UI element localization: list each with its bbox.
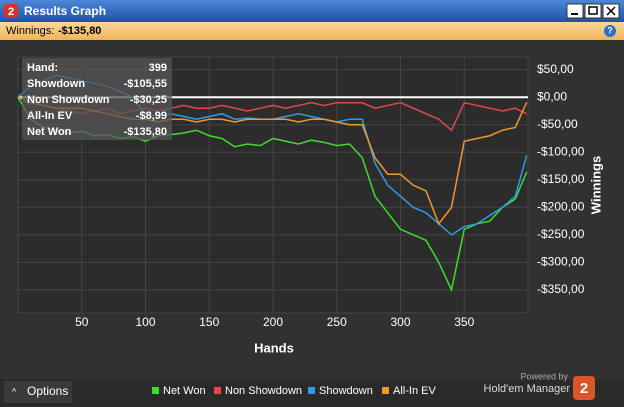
help-icon: ?	[607, 25, 613, 35]
legend-label: Showdown	[319, 385, 373, 397]
toolbar	[0, 22, 624, 40]
x-tick-label: 350	[454, 315, 474, 329]
y-tick-label: -$200,00	[537, 199, 585, 213]
app-icon	[4, 4, 18, 18]
tooltip: Hand: 399 Showdown -$105,55 Non Showdown -$30…	[22, 58, 172, 140]
y-tick-label: -$100,00	[537, 144, 585, 158]
x-tick-label: 50	[75, 315, 89, 329]
y-tick-label: $50,00	[537, 62, 574, 76]
options-caret: ^	[12, 386, 17, 396]
toolbar-value: -$135,80	[58, 25, 101, 37]
tooltip-value: -$105,55	[124, 78, 167, 90]
tooltip-label: Net Won	[27, 126, 72, 138]
maximize-button[interactable]	[584, 3, 602, 19]
brand-name: Hold'em Manager	[484, 383, 571, 395]
x-axis-label: Hands	[254, 340, 294, 355]
y-tick-label: $0,00	[537, 89, 567, 103]
legend-swatch	[152, 387, 159, 394]
window-buttons	[566, 3, 620, 19]
tooltip-label: All-In EV	[27, 110, 73, 122]
y-tick-label: -$50,00	[537, 117, 578, 131]
legend-swatch	[382, 387, 389, 394]
app-icon-text: 2	[8, 6, 14, 18]
minimize-button[interactable]	[566, 3, 584, 19]
options-label: Options	[27, 384, 68, 398]
toolbar-label: Winnings:	[6, 25, 54, 37]
x-tick-label: 100	[135, 315, 155, 329]
x-tick-label: 300	[390, 315, 410, 329]
x-tick-label: 200	[263, 315, 283, 329]
legend: Net Won Non Showdown Showdown All-In EV	[152, 385, 436, 397]
tooltip-value: 399	[149, 62, 167, 74]
y-axis-label: Winnings	[588, 156, 603, 214]
tooltip-label: Hand:	[27, 62, 58, 74]
brand-logo-text: 2	[580, 380, 588, 397]
tooltip-value: -$8,99	[136, 110, 167, 122]
legend-label: Non Showdown	[225, 385, 302, 397]
x-tick-label: 150	[199, 315, 219, 329]
icon	[606, 6, 616, 16]
brand-logo	[573, 376, 595, 400]
y-tick-label: -$300,00	[537, 255, 585, 269]
tooltip-label: Showdown	[27, 78, 85, 90]
tooltip-label: Non Showdown	[27, 94, 110, 106]
help-button[interactable]	[604, 25, 616, 37]
window-title: Results Graph	[24, 4, 106, 18]
tooltip-value: -$30,25	[130, 94, 167, 106]
y-tick-label: -$350,00	[537, 282, 585, 296]
title-bar	[0, 0, 624, 22]
x-tick-label: 250	[327, 315, 347, 329]
icon	[588, 6, 598, 15]
options-button[interactable]	[4, 381, 72, 403]
y-tick-label: -$250,00	[537, 227, 585, 241]
tooltip-value: -$135,80	[124, 126, 167, 138]
tooltip-box	[22, 58, 172, 140]
legend-label: All-In EV	[393, 385, 436, 397]
legend-label: Net Won	[163, 385, 206, 397]
legend-swatch	[308, 387, 315, 394]
legend-swatch	[214, 387, 221, 394]
powered-by: Powered by	[520, 371, 568, 381]
y-tick-label: -$150,00	[537, 172, 585, 186]
